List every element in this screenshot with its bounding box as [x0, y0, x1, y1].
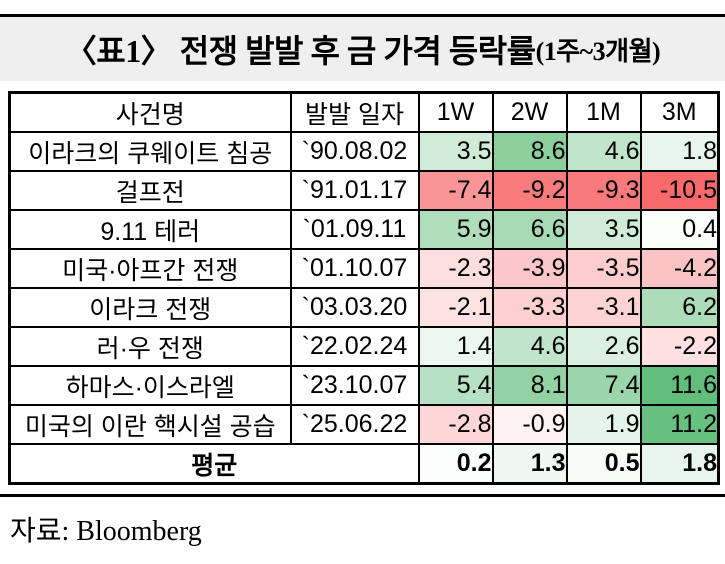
column-header-4: 1M	[565, 91, 642, 133]
event-name-cell: 미국·아프간 전쟁	[8, 248, 292, 289]
event-date-cell: `01.10.07	[289, 248, 420, 289]
table-row: 이라크의 쿠웨이트 침공 `90.08.02 3.5 8.6 4.6 1.8	[8, 131, 720, 172]
value-cell: -3.1	[565, 287, 642, 328]
table-row: 미국·아프간 전쟁 `01.10.07 -2.3 -3.9 -3.5 -4.2	[8, 248, 720, 289]
value-cell: 3.5	[565, 209, 642, 250]
value-cell: 4.6	[491, 326, 568, 367]
event-name-cell: 9.11 테러	[8, 209, 292, 250]
value-cell: -3.5	[565, 248, 642, 289]
value-cell: 0.4	[639, 209, 720, 250]
average-row: 평균 0.2 1.3 0.5 1.8	[8, 443, 720, 485]
source-attribution: 자료: Bloomberg	[10, 516, 202, 547]
value-cell: -2.2	[639, 326, 720, 367]
event-name-cell: 러·우 전쟁	[8, 326, 292, 367]
table-title: 〈표1〉 전쟁 발발 후 금 가격 등락률 (1주~3개월)	[0, 17, 725, 81]
value-cell: -9.2	[491, 170, 568, 211]
value-cell: 11.6	[639, 365, 720, 406]
bottom-divider	[0, 494, 725, 497]
value-cell: 3.5	[417, 131, 494, 172]
table-body: 이라크의 쿠웨이트 침공 `90.08.02 3.5 8.6 4.6 1.8 걸프전 `91.…	[8, 131, 720, 485]
table-header: 사건명 발발 일자 1W 2W 1M 3M	[8, 91, 720, 133]
average-label-cell: 평균	[8, 443, 420, 485]
column-header-3: 2W	[491, 91, 568, 133]
value-cell: -2.8	[417, 404, 494, 445]
value-cell: -3.9	[491, 248, 568, 289]
value-cell: -2.3	[417, 248, 494, 289]
value-cell: 11.2	[639, 404, 720, 445]
average-value-cell: 0.2	[417, 443, 494, 485]
value-cell: -3.3	[491, 287, 568, 328]
column-header-0: 사건명	[8, 91, 292, 133]
value-cell: 6.6	[491, 209, 568, 250]
value-cell: -4.2	[639, 248, 720, 289]
average-value-cell: 0.5	[565, 443, 642, 485]
event-date-cell: `23.10.07	[289, 365, 420, 406]
table-row: 하마스·이스라엘 `23.10.07 5.4 8.1 7.4 11.6	[8, 365, 720, 406]
top-divider	[0, 14, 725, 17]
event-date-cell: `03.03.20	[289, 287, 420, 328]
event-date-cell: `22.02.24	[289, 326, 420, 367]
event-name-cell: 이라크 전쟁	[8, 287, 292, 328]
table-row: 러·우 전쟁 `22.02.24 1.4 4.6 2.6 -2.2	[8, 326, 720, 367]
header-row: 사건명 발발 일자 1W 2W 1M 3M	[8, 91, 720, 133]
value-cell: 7.4	[565, 365, 642, 406]
value-cell: -0.9	[491, 404, 568, 445]
event-date-cell: `90.08.02	[289, 131, 420, 172]
value-cell: 5.9	[417, 209, 494, 250]
table-row: 이라크 전쟁 `03.03.20 -2.1 -3.3 -3.1 6.2	[8, 287, 720, 328]
event-name-cell: 미국의 이란 핵시설 공습	[8, 404, 292, 445]
event-date-cell: `91.01.17	[289, 170, 420, 211]
table-row: 미국의 이란 핵시설 공습 `25.06.22 -2.8 -0.9 1.9 11.2	[8, 404, 720, 445]
table-row: 9.11 테러 `01.09.11 5.9 6.6 3.5 0.4	[8, 209, 720, 250]
value-cell: -2.1	[417, 287, 494, 328]
column-header-5: 3M	[639, 91, 720, 133]
table-title-text: 〈표1〉 전쟁 발발 후 금 가격 등락률	[64, 33, 536, 69]
value-cell: 1.8	[639, 131, 720, 172]
column-header-2: 1W	[417, 91, 494, 133]
value-cell: 5.4	[417, 365, 494, 406]
value-cell: 6.2	[639, 287, 720, 328]
value-cell: -7.4	[417, 170, 494, 211]
event-name-cell: 하마스·이스라엘	[8, 365, 292, 406]
value-cell: -9.3	[565, 170, 642, 211]
table-row: 걸프전 `91.01.17 -7.4 -9.2 -9.3 -10.5	[8, 170, 720, 211]
average-value-cell: 1.8	[639, 443, 720, 485]
event-date-cell: `01.09.11	[289, 209, 420, 250]
table-title-suffix: (1주~3개월)	[535, 36, 661, 66]
average-value-cell: 1.3	[491, 443, 568, 485]
value-cell: 1.4	[417, 326, 494, 367]
value-cell: 2.6	[565, 326, 642, 367]
event-name-cell: 걸프전	[8, 170, 292, 211]
column-header-1: 발발 일자	[289, 91, 420, 133]
event-date-cell: `25.06.22	[289, 404, 420, 445]
value-cell: 8.1	[491, 365, 568, 406]
value-cell: 1.9	[565, 404, 642, 445]
event-name-cell: 이라크의 쿠웨이트 침공	[8, 131, 292, 172]
gold-price-change-table: 사건명 발발 일자 1W 2W 1M 3M 이라크의 쿠웨이트 침공 `90.08.02 3.…	[8, 91, 720, 485]
value-cell: -10.5	[639, 170, 720, 211]
table-container: 사건명 발발 일자 1W 2W 1M 3M 이라크의 쿠웨이트 침공 `90.08.02 3.…	[8, 91, 720, 485]
value-cell: 4.6	[565, 131, 642, 172]
value-cell: 8.6	[491, 131, 568, 172]
